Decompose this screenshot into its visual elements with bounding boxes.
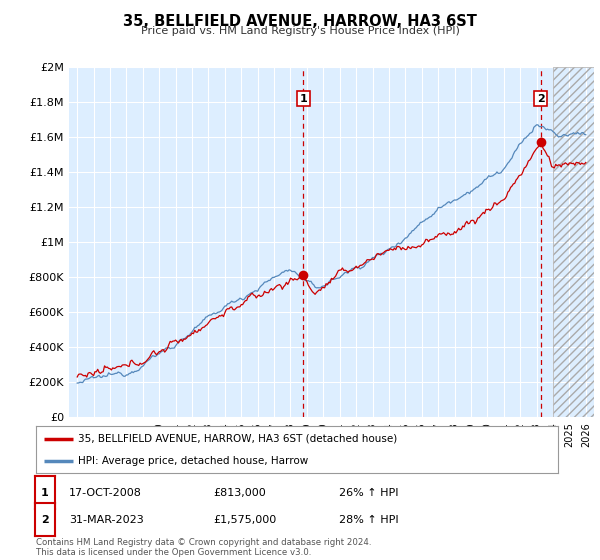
Text: 2: 2 — [41, 515, 49, 525]
Text: £813,000: £813,000 — [213, 488, 266, 498]
Text: 17-OCT-2008: 17-OCT-2008 — [69, 488, 142, 498]
Text: Contains HM Land Registry data © Crown copyright and database right 2024.
This d: Contains HM Land Registry data © Crown c… — [36, 538, 371, 557]
Text: 31-MAR-2023: 31-MAR-2023 — [69, 515, 144, 525]
Text: £1,575,000: £1,575,000 — [213, 515, 276, 525]
Text: 2: 2 — [537, 94, 545, 104]
Text: 1: 1 — [299, 94, 307, 104]
Text: Price paid vs. HM Land Registry's House Price Index (HPI): Price paid vs. HM Land Registry's House … — [140, 26, 460, 36]
Text: 26% ↑ HPI: 26% ↑ HPI — [339, 488, 398, 498]
Text: HPI: Average price, detached house, Harrow: HPI: Average price, detached house, Harr… — [78, 456, 308, 466]
Text: 28% ↑ HPI: 28% ↑ HPI — [339, 515, 398, 525]
Text: 1: 1 — [41, 488, 49, 498]
Text: 35, BELLFIELD AVENUE, HARROW, HA3 6ST: 35, BELLFIELD AVENUE, HARROW, HA3 6ST — [123, 14, 477, 29]
Text: 35, BELLFIELD AVENUE, HARROW, HA3 6ST (detached house): 35, BELLFIELD AVENUE, HARROW, HA3 6ST (d… — [78, 434, 397, 444]
